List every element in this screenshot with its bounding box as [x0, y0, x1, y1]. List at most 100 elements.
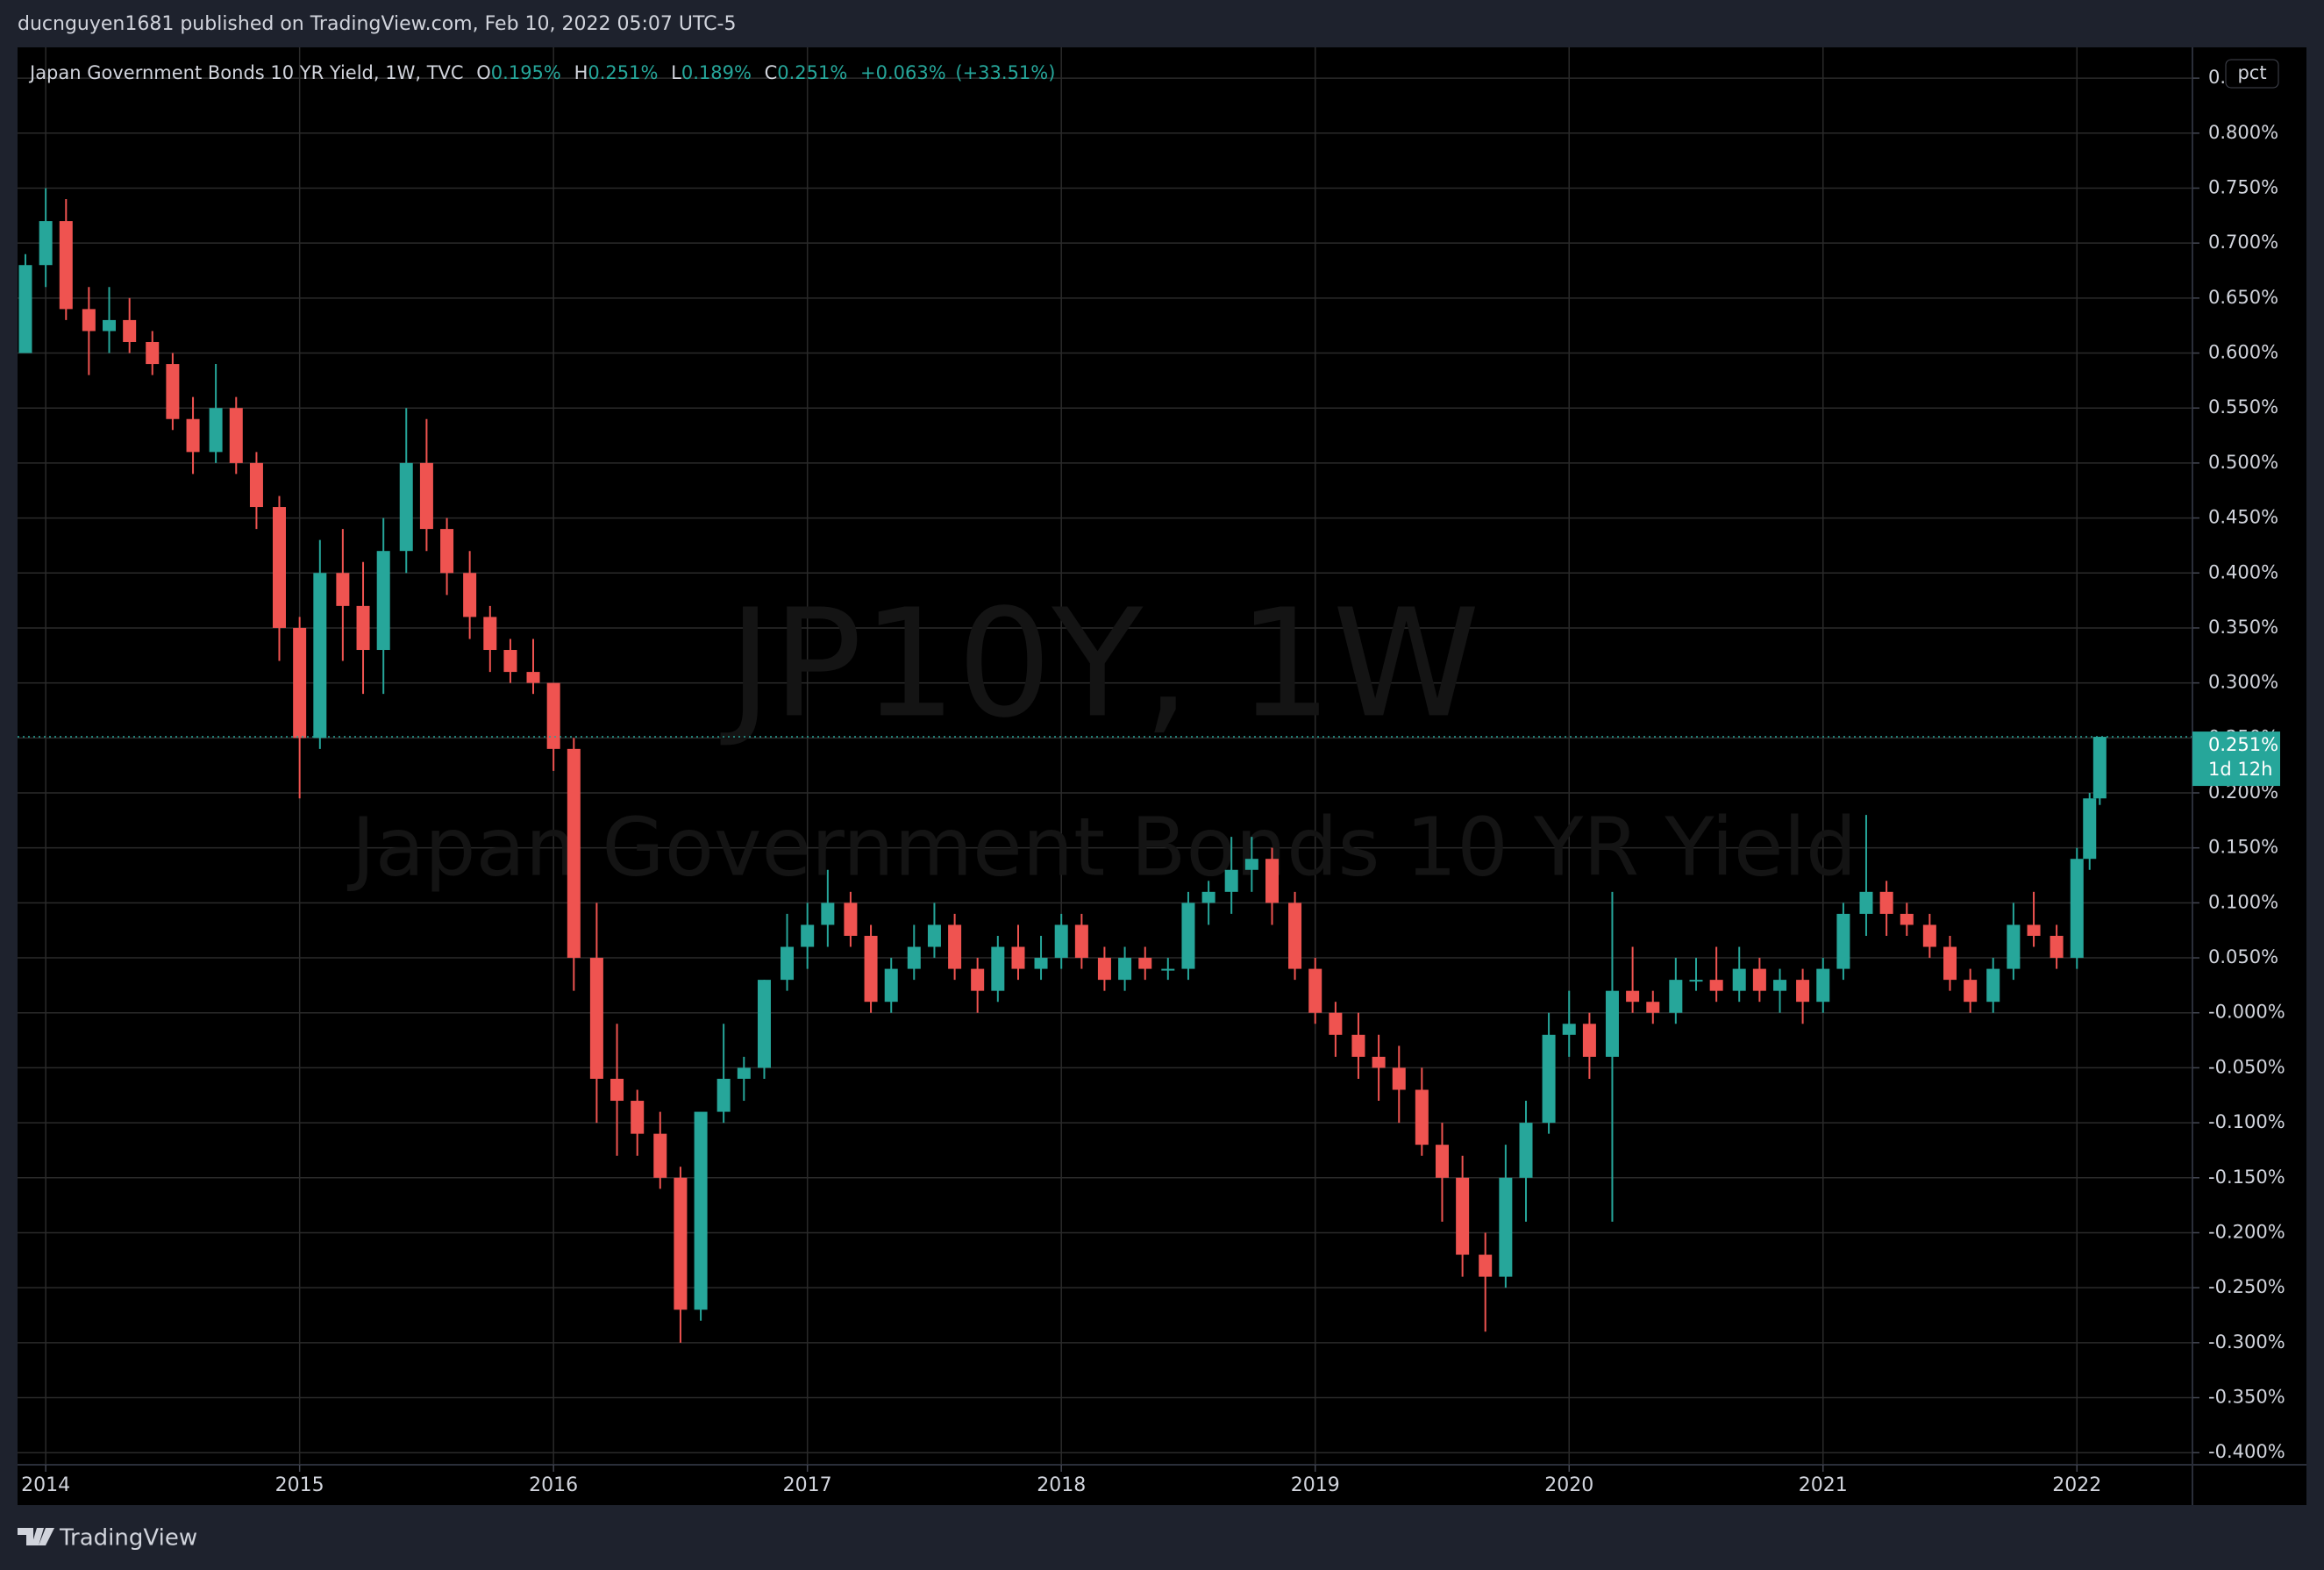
candle-body [844, 903, 858, 936]
candle-body [1709, 980, 1723, 991]
candle-body [589, 958, 603, 1079]
candle-body [123, 319, 137, 342]
candle-body [1034, 958, 1048, 969]
candle-body [1773, 980, 1787, 991]
candle-body [82, 309, 96, 332]
y-tick-label: 0.100% [2208, 891, 2278, 912]
candle-body [631, 1101, 645, 1134]
candle-body [1669, 980, 1683, 1013]
candle-body [1562, 1024, 1576, 1035]
candle-body [1732, 968, 1746, 991]
legend-label: L [671, 62, 681, 83]
logo-mark [18, 1528, 54, 1545]
y-tick-label: -0.200% [2208, 1221, 2285, 1242]
candle-body [567, 748, 581, 959]
candle-body [1161, 968, 1175, 971]
candle-body [1181, 903, 1195, 969]
candle-body [18, 265, 32, 353]
candle-body [781, 946, 795, 981]
candle-body [1435, 1145, 1449, 1178]
candle-body [1816, 968, 1830, 1003]
x-tick-label: 2021 [1799, 1474, 1848, 1496]
y-tick-label: 0.700% [2208, 232, 2278, 253]
candle-body [674, 1177, 688, 1310]
candle-body [737, 1067, 751, 1079]
y-tick-label: -0.150% [2208, 1167, 2285, 1188]
candle-body [293, 627, 307, 739]
legend-change-pct: (+33.51%) [955, 62, 1055, 83]
candle-body [1244, 859, 1258, 870]
candle-body [1836, 913, 1850, 969]
candle-body [1456, 1177, 1470, 1255]
candle-body [1646, 1002, 1660, 1013]
candle-body [103, 319, 117, 332]
candle-body [1479, 1254, 1493, 1277]
y-tick-label: 0.300% [2208, 672, 2278, 693]
legend-value: 0.195% [491, 62, 561, 83]
candle-body [249, 462, 263, 508]
x-tick-label: 2014 [21, 1474, 70, 1496]
candle-body [1859, 891, 1873, 914]
candle-body [146, 341, 160, 365]
candle-body [1796, 980, 1810, 1003]
candle-body [1201, 891, 1215, 903]
price-countdown: 1d 12h [2208, 759, 2272, 780]
candle-body [356, 605, 370, 651]
price-label-box [2192, 731, 2280, 787]
legend-label: O [476, 62, 491, 83]
legend-value: 0.251% [588, 62, 658, 83]
y-tick-label: 0.500% [2208, 452, 2278, 473]
candle-body [376, 551, 390, 651]
candle-body [1964, 980, 1978, 1003]
y-tick-label: 0.350% [2208, 617, 2278, 638]
scale-button-label[interactable]: pct [2237, 62, 2266, 83]
y-tick-label: -0.050% [2208, 1056, 2285, 1077]
candle-body [1922, 924, 1936, 947]
legend-value: 0.189% [681, 62, 752, 83]
candle-body [1943, 946, 1957, 981]
watermark-name: Japan Government Bonds 10 YR Yield [347, 800, 1857, 894]
y-tick-label: 0.750% [2208, 176, 2278, 197]
candle-body [991, 946, 1005, 991]
candle-body [313, 573, 327, 739]
candle-body [694, 1111, 708, 1310]
y-tick-label: 0.800% [2208, 122, 2278, 143]
x-tick-label: 2015 [275, 1474, 324, 1496]
y-tick-label: -0.300% [2208, 1331, 2285, 1352]
candle-body [526, 672, 540, 683]
candle-body [1879, 891, 1893, 914]
x-tick-label: 2016 [529, 1474, 578, 1496]
candle-body [1499, 1177, 1513, 1277]
candle-body [399, 462, 413, 552]
candle-body [1689, 980, 1703, 982]
candle-body [1351, 1034, 1365, 1057]
y-tick-label: 0.650% [2208, 287, 2278, 308]
candle-body [1986, 968, 2000, 1003]
candle-body [1308, 968, 1322, 1013]
candle-body [1138, 958, 1152, 969]
candle-body [2050, 935, 2064, 959]
scale-button[interactable] [2225, 59, 2279, 89]
candle-body [864, 935, 878, 1003]
price-label: 0.251% [2208, 734, 2278, 755]
candle-body [1752, 968, 1766, 991]
legend-value: 0.251% [777, 62, 847, 83]
x-tick-label: 2019 [1291, 1474, 1340, 1496]
y-tick-label: -0.250% [2208, 1276, 2285, 1297]
legend-symbol: Japan Government Bonds 10 YR Yield, 1W, … [28, 62, 464, 83]
y-tick-label: 0.050% [2208, 946, 2278, 967]
candle-body [821, 903, 835, 925]
candle-body [2092, 737, 2107, 799]
candle-body [1054, 924, 1068, 959]
candle-body [948, 924, 962, 969]
candle-body [1582, 1024, 1596, 1057]
y-tick-label: 0.600% [2208, 342, 2278, 363]
candle-body [927, 924, 941, 947]
candle-body [39, 221, 53, 266]
brand-logo [18, 1528, 54, 1545]
candle-body [653, 1133, 667, 1178]
candle-body [1372, 1056, 1386, 1068]
x-tick-label: 2017 [783, 1474, 832, 1496]
legend-label: H [574, 62, 588, 83]
